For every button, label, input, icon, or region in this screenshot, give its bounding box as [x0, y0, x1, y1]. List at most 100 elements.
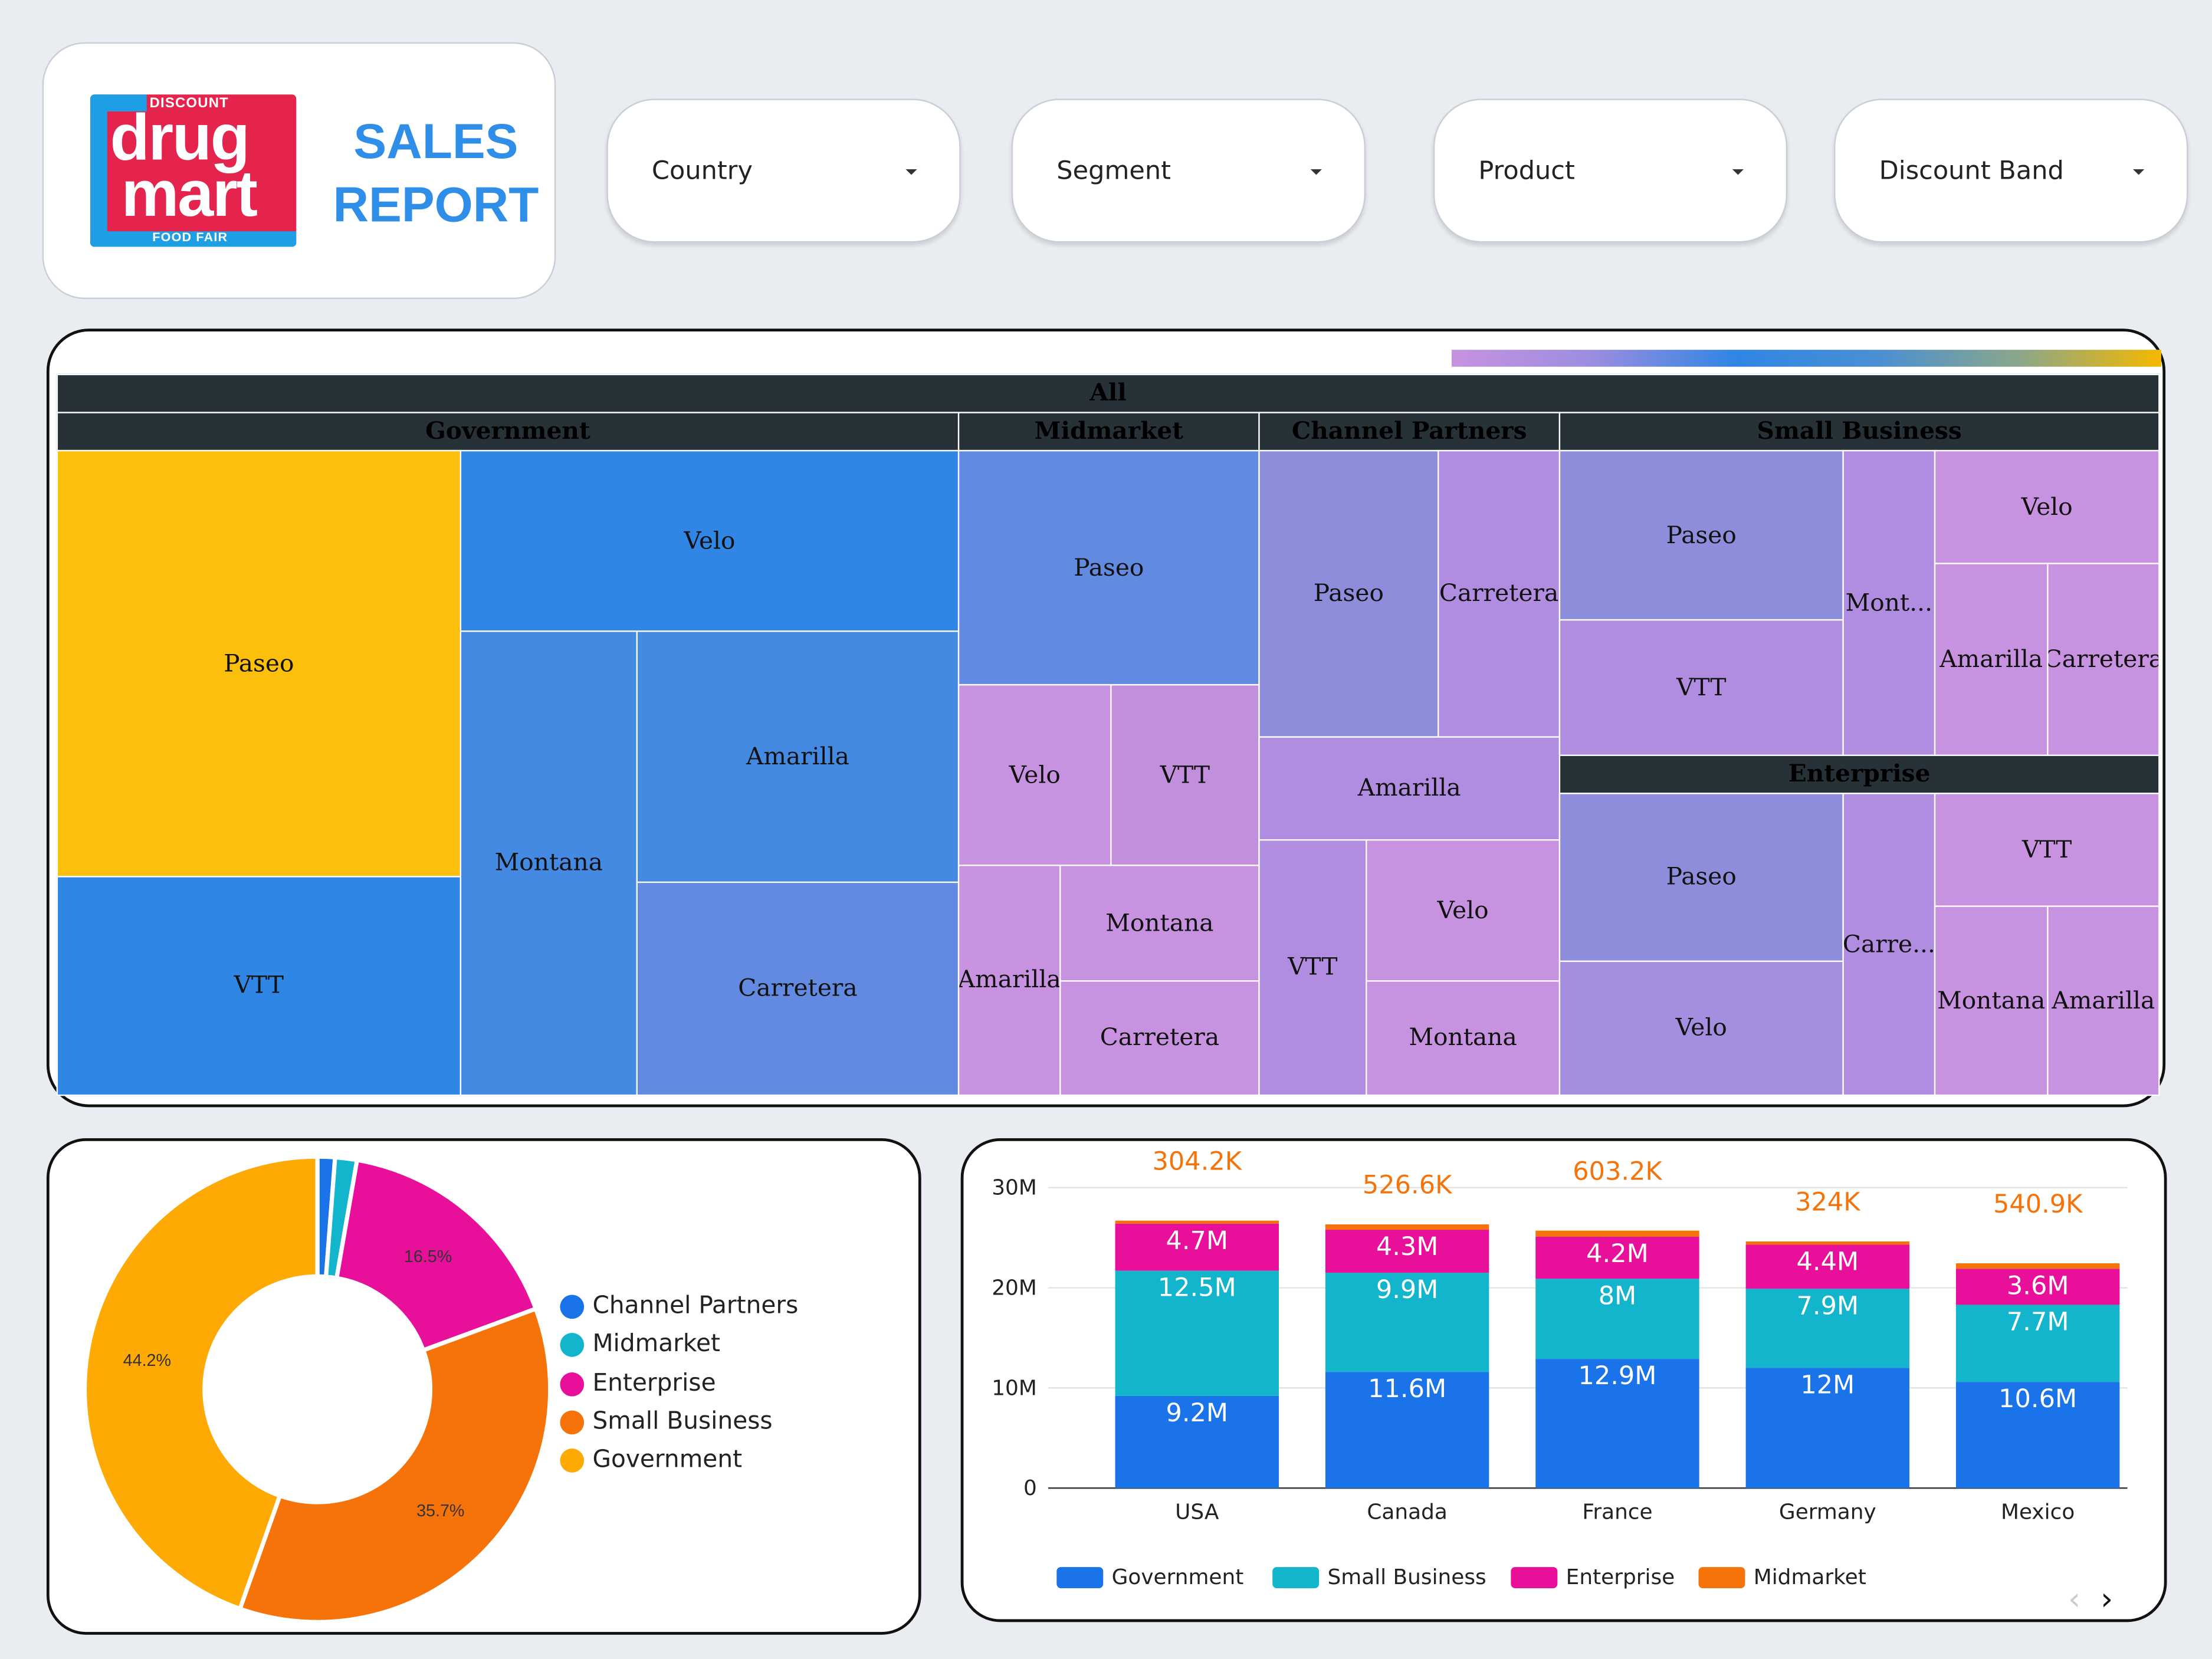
- treemap-cell[interactable]: VTT: [56, 876, 462, 1096]
- bar-data-label: 11.6M: [1368, 1374, 1446, 1404]
- donut-slice-label: 35.7%: [416, 1502, 464, 1520]
- legend-prev-button[interactable]: ‹: [2068, 1582, 2081, 1618]
- treemap-cell[interactable]: Velo: [1934, 449, 2160, 564]
- bar-segment[interactable]: [1745, 1241, 1910, 1245]
- bar-segment[interactable]: [1535, 1279, 1699, 1359]
- chevron-down-icon: [905, 169, 917, 175]
- treemap-header-enterprise[interactable]: Enterprise: [1558, 754, 2160, 794]
- bar-segment[interactable]: [1745, 1289, 1910, 1368]
- legend-next-button[interactable]: ›: [2101, 1582, 2113, 1618]
- treemap-header-channel-partners[interactable]: Channel Partners: [1258, 412, 1561, 452]
- bar-segment[interactable]: [1535, 1236, 1699, 1279]
- treemap-cell[interactable]: Velo: [460, 449, 960, 632]
- drugmart-logo: DISCOUNT drug mart FOOD FAIR: [90, 94, 297, 247]
- treemap-cell[interactable]: Montana: [1934, 905, 2049, 1096]
- treemap-cell[interactable]: Paseo: [1258, 449, 1439, 738]
- treemap-cell[interactable]: Paseo: [1558, 793, 1844, 962]
- bar-segment[interactable]: [1325, 1372, 1489, 1489]
- bar-segment[interactable]: [1535, 1230, 1699, 1237]
- bar-segment[interactable]: [1115, 1395, 1279, 1489]
- bar-legend-item[interactable]: Small Business: [1272, 1564, 1486, 1589]
- treemap-cell[interactable]: Carretera: [1059, 980, 1260, 1096]
- treemap-cell[interactable]: Amarilla: [1258, 736, 1561, 841]
- donut-slice[interactable]: [334, 1157, 539, 1354]
- bar-segment[interactable]: [1955, 1382, 2120, 1489]
- donut-legend-item[interactable]: Government: [560, 1446, 742, 1474]
- treemap-cell[interactable]: Mont...: [1842, 449, 1936, 756]
- treemap-cell[interactable]: VTT: [1558, 619, 1844, 756]
- segment-filter-label: Segment: [1056, 156, 1171, 186]
- bar-segment[interactable]: [1115, 1220, 1279, 1224]
- treemap-cell[interactable]: Velo: [1366, 839, 1561, 982]
- donut-legend-item[interactable]: Channel Partners: [560, 1292, 798, 1320]
- bar-segment[interactable]: [1955, 1269, 2120, 1305]
- treemap-cell[interactable]: Amarilla: [957, 865, 1061, 1096]
- legend-label: Small Business: [592, 1407, 773, 1436]
- bar-data-label: 603.2K: [1573, 1157, 1663, 1187]
- treemap-cell[interactable]: VTT: [1934, 793, 2160, 907]
- treemap-header-government[interactable]: Government: [56, 412, 960, 452]
- bar-segment[interactable]: [1745, 1244, 1910, 1289]
- treemap-cell[interactable]: Carre...: [1842, 793, 1936, 1096]
- treemap-cell[interactable]: Amarilla: [636, 630, 960, 883]
- bar-data-label: 12M: [1800, 1370, 1855, 1400]
- discount-band-filter[interactable]: Discount Band: [1834, 98, 2188, 243]
- treemap-cell[interactable]: Velo: [1558, 960, 1844, 1096]
- bar-segment[interactable]: [1325, 1224, 1489, 1230]
- bar-segment[interactable]: [1745, 1368, 1910, 1489]
- bar-segment[interactable]: [1325, 1230, 1489, 1273]
- country-filter[interactable]: Country: [606, 98, 961, 243]
- segment-filter[interactable]: Segment: [1011, 98, 1366, 243]
- bar-data-label: 4.3M: [1376, 1232, 1439, 1262]
- treemap-cell[interactable]: Amarilla: [2047, 905, 2160, 1096]
- treemap-cell[interactable]: Amarilla: [1934, 563, 2049, 756]
- treemap-cell[interactable]: Velo: [957, 684, 1112, 866]
- donut-slice[interactable]: [82, 1154, 320, 1612]
- treemap-cell[interactable]: Paseo: [957, 449, 1260, 686]
- bar-data-label: 4.4M: [1797, 1247, 1859, 1277]
- donut-legend-item[interactable]: Enterprise: [560, 1369, 716, 1398]
- bar-segment[interactable]: [1535, 1359, 1699, 1489]
- treemap-cell[interactable]: Carretera: [636, 881, 960, 1096]
- donut-legend-item[interactable]: Small Business: [560, 1407, 773, 1436]
- bar-segment[interactable]: [1115, 1223, 1279, 1271]
- x-tick-label: France: [1582, 1500, 1652, 1525]
- treemap-cell[interactable]: Montana: [1366, 980, 1561, 1096]
- treemap-cell[interactable]: VTT: [1258, 839, 1367, 1096]
- logo-drug-text: drug: [110, 100, 250, 174]
- y-tick-label: 20M: [992, 1276, 1037, 1300]
- donut-slice[interactable]: [237, 1306, 553, 1624]
- bar-data-label: 10.6M: [1998, 1384, 2077, 1414]
- treemap-header-midmarket[interactable]: Midmarket: [957, 412, 1260, 452]
- product-filter[interactable]: Product: [1433, 98, 1788, 243]
- donut-slice-label: 16.5%: [404, 1247, 452, 1266]
- legend-swatch: [560, 1410, 585, 1434]
- bar-segment[interactable]: [1955, 1305, 2120, 1382]
- bar-legend-item[interactable]: Enterprise: [1511, 1564, 1675, 1589]
- treemap-cell[interactable]: Montana: [1059, 865, 1260, 982]
- treemap-cell[interactable]: Carretera: [2047, 563, 2160, 756]
- treemap-header-small-business[interactable]: Small Business: [1558, 412, 2160, 452]
- bar-data-label: 4.2M: [1586, 1239, 1649, 1269]
- bar-data-label: 324K: [1795, 1187, 1861, 1217]
- bar-segment[interactable]: [1325, 1273, 1489, 1372]
- bar-segment[interactable]: [1115, 1270, 1279, 1396]
- x-tick-label: Canada: [1367, 1500, 1447, 1525]
- bar-legend-item[interactable]: Midmarket: [1698, 1564, 1866, 1589]
- logo-mart-text: mart: [121, 156, 258, 230]
- bar-legend-item[interactable]: Government: [1056, 1564, 1243, 1589]
- country-filter-label: Country: [651, 156, 753, 186]
- treemap-cell[interactable]: Carretera: [1438, 449, 1561, 738]
- treemap-cell[interactable]: Paseo: [1558, 449, 1844, 621]
- bar-data-label: 304.2K: [1153, 1147, 1243, 1177]
- bar-segment[interactable]: [1955, 1263, 2120, 1269]
- legend-swatch: [1056, 1566, 1104, 1588]
- bar-data-label: 7.9M: [1797, 1291, 1859, 1320]
- legend-label: Small Business: [1327, 1564, 1486, 1590]
- treemap-cell[interactable]: Paseo: [56, 449, 462, 878]
- treemap-cell[interactable]: VTT: [1110, 684, 1260, 866]
- treemap-root-header[interactable]: All: [56, 373, 2160, 413]
- donut-legend-item[interactable]: Midmarket: [560, 1330, 720, 1358]
- legend-label: Enterprise: [1566, 1564, 1675, 1590]
- treemap-cell[interactable]: Montana: [460, 630, 638, 1096]
